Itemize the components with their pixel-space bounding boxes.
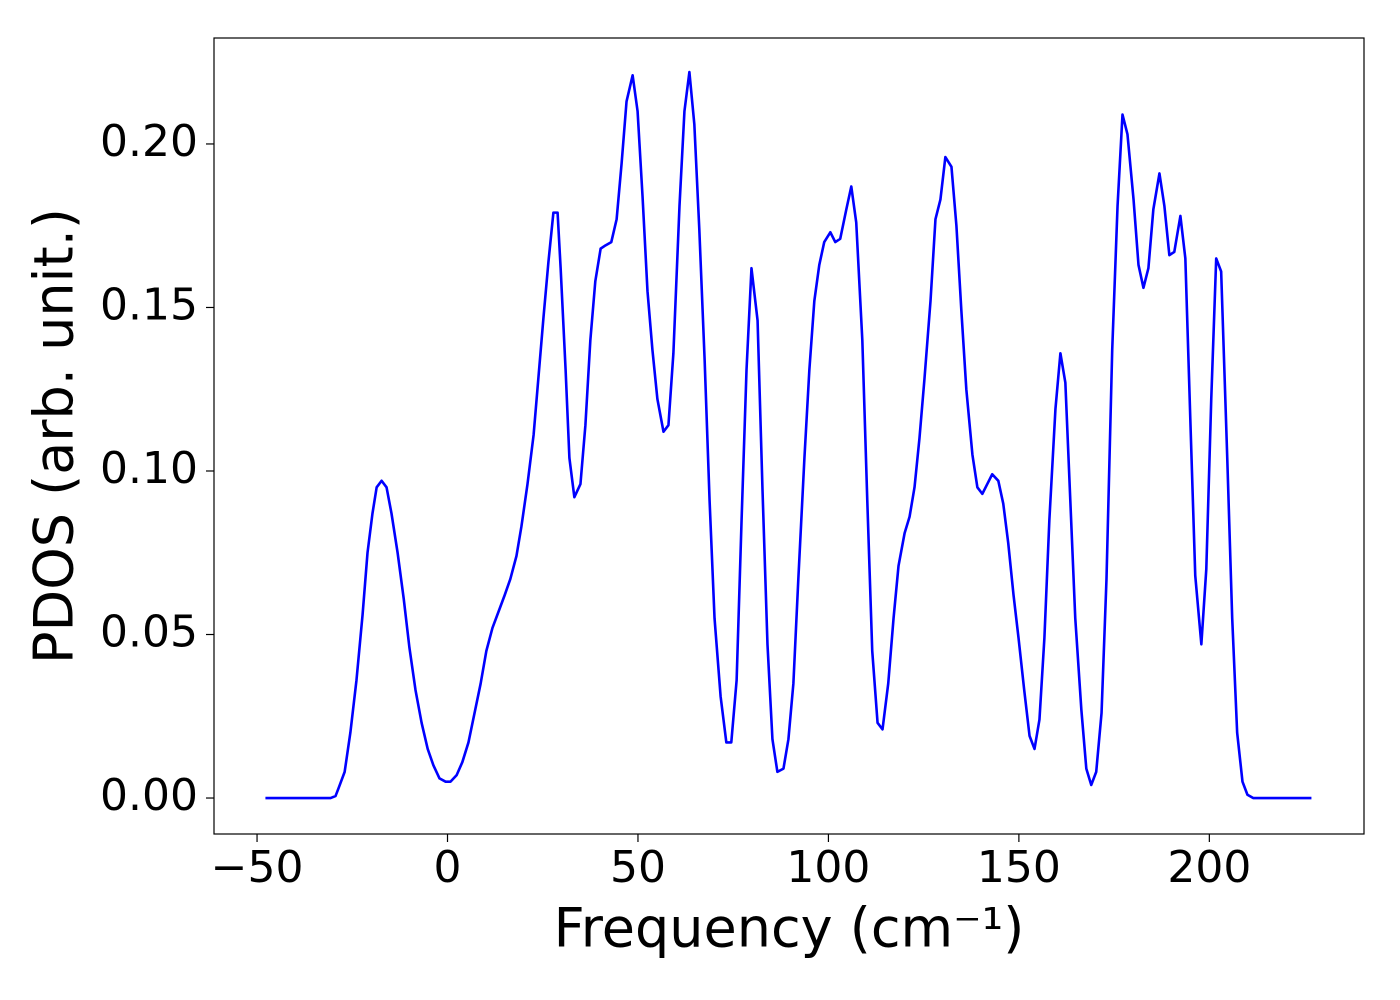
pdos-line	[265, 70, 1312, 800]
y-axis-label: PDOS (arb. unit.)	[23, 208, 86, 664]
y-tick-label: 0.00	[100, 770, 198, 821]
y-tick-label: 0.15	[100, 279, 198, 330]
y-tick-label: 0.05	[100, 607, 198, 658]
y-tick-label: 0.20	[100, 116, 198, 167]
x-tick-label: 0	[434, 842, 462, 893]
x-tick-label: −50	[211, 842, 304, 893]
x-tick-label: 200	[1167, 842, 1251, 893]
x-tick-label: 150	[977, 842, 1061, 893]
x-tick-label: 100	[786, 842, 870, 893]
plot-frame	[213, 37, 1365, 835]
y-tick-label: 0.10	[100, 443, 198, 494]
x-tick-label: 50	[610, 842, 666, 893]
x-axis-label: Frequency (cm⁻¹)	[554, 897, 1025, 960]
